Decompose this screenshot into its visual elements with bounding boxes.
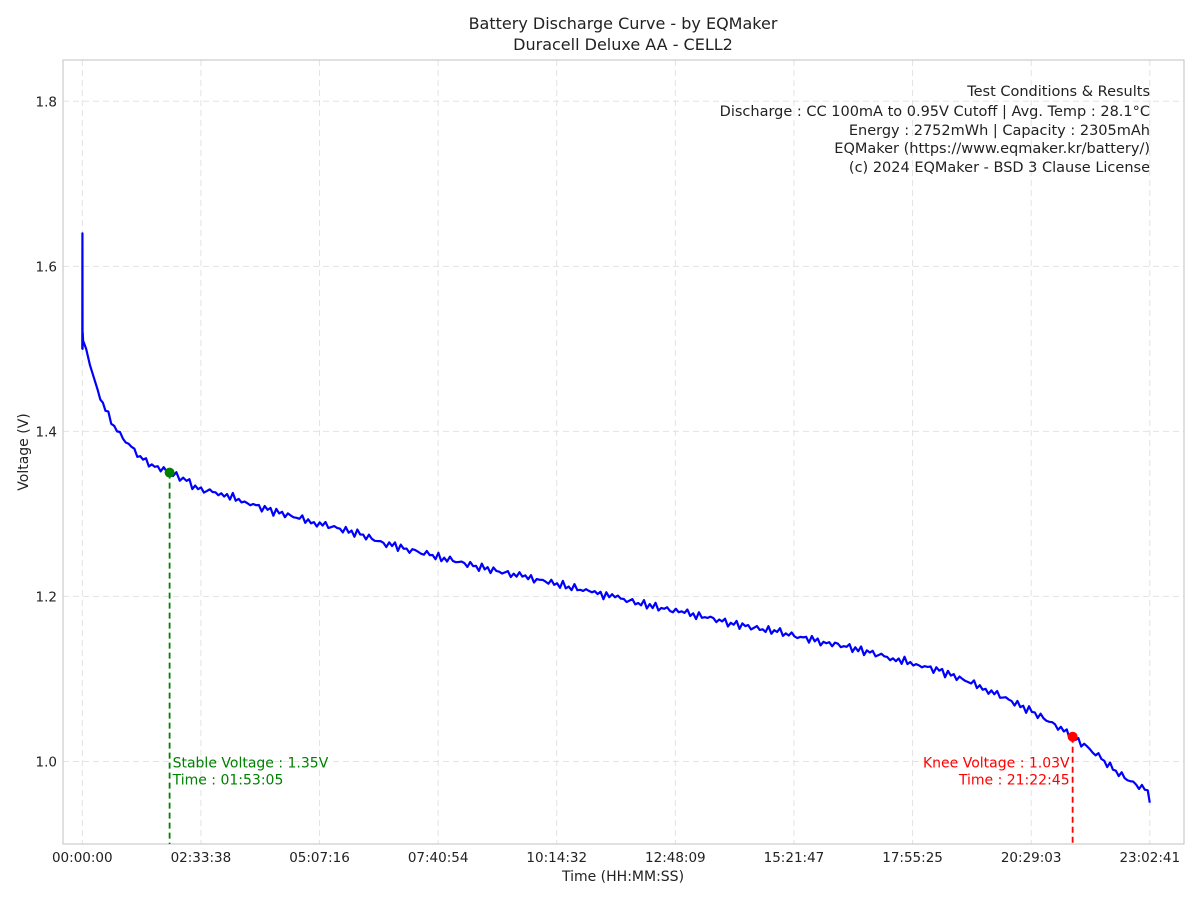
x-tick-label: 05:07:16 — [289, 850, 350, 866]
info-line: EQMaker (https://www.eqmaker.kr/battery/… — [834, 141, 1150, 157]
annotation-label: Knee Voltage : 1.03V — [923, 755, 1070, 771]
x-tick-label: 07:40:54 — [408, 850, 469, 866]
annotation-marker — [164, 467, 175, 478]
x-tick-label: 20:29:03 — [1001, 850, 1062, 866]
info-line: Test Conditions & Results — [966, 84, 1150, 100]
axis-ticks: 00:00:00 02:33:38 05:07:16 07:40:54 10:14:32… — [36, 94, 1181, 866]
x-tick-label: 02:33:38 — [171, 850, 232, 866]
voltage-series-line — [81, 232, 1151, 803]
y-tick-label: 1.2 — [36, 589, 57, 605]
grid-lines — [63, 60, 1184, 844]
x-tick-label: 12:48:09 — [645, 850, 706, 866]
annotation-time: Time : 21:22:45 — [958, 772, 1070, 788]
x-tick-label: 17:55:25 — [882, 850, 943, 866]
x-tick-label: 15:21:47 — [764, 850, 825, 866]
annotation-marker — [1067, 731, 1078, 742]
chart-subtitle: Duracell Deluxe AA - CELL2 — [513, 35, 733, 54]
series-layer — [81, 232, 1151, 803]
x-tick-label: 10:14:32 — [526, 850, 587, 866]
annotation-label: Stable Voltage : 1.35V — [173, 755, 329, 771]
x-tick-label: 23:02:41 — [1119, 850, 1180, 866]
info-line: (c) 2024 EQMaker - BSD 3 Clause License — [849, 160, 1150, 176]
info-line: Energy : 2752mWh | Capacity : 2305mAh — [849, 123, 1150, 139]
annotation-time: Time : 01:53:05 — [172, 772, 284, 788]
y-tick-label: 1.8 — [36, 94, 57, 110]
y-tick-label: 1.6 — [36, 259, 57, 275]
y-tick-label: 1.0 — [36, 754, 57, 770]
y-axis-label: Voltage (V) — [16, 413, 32, 490]
y-tick-label: 1.4 — [36, 424, 57, 440]
chart-title: Battery Discharge Curve - by EQMaker — [469, 14, 778, 33]
x-axis-label: Time (HH:MM:SS) — [561, 869, 684, 885]
x-tick-label: 00:00:00 — [52, 850, 113, 866]
plot-frame — [62, 59, 1185, 845]
info-box: Test Conditions & Results Discharge : CC… — [720, 84, 1150, 176]
info-line: Discharge : CC 100mA to 0.95V Cutoff | A… — [720, 104, 1150, 120]
